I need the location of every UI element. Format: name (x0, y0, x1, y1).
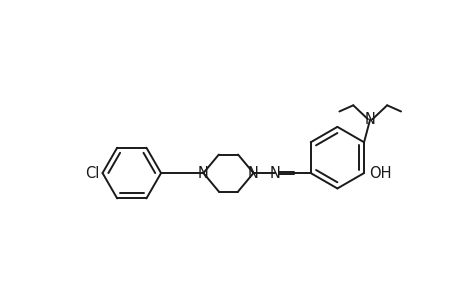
Text: N: N (247, 166, 258, 181)
Text: N: N (269, 166, 280, 181)
Text: Cl: Cl (85, 166, 99, 181)
Text: N: N (197, 166, 208, 181)
Text: OH: OH (368, 166, 390, 181)
Text: N: N (364, 112, 375, 127)
